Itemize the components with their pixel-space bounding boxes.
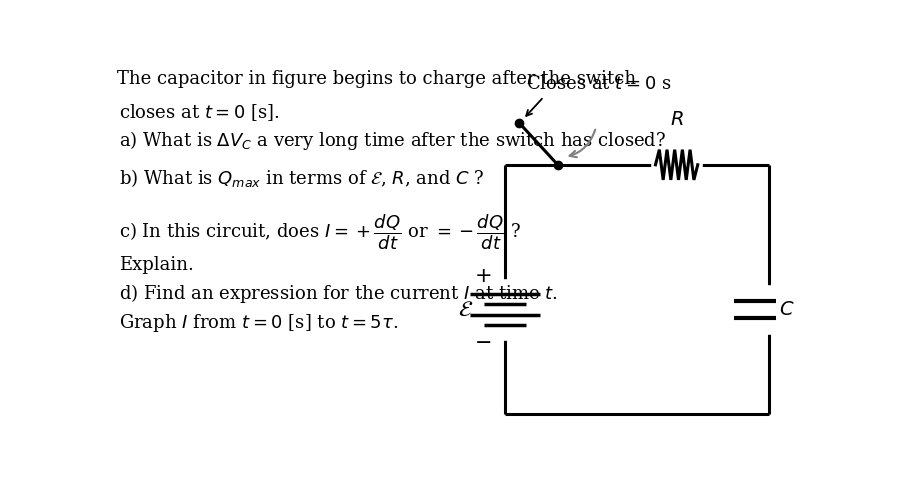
Text: closes at $t = 0$ [s].: closes at $t = 0$ [s]. bbox=[119, 103, 280, 123]
Text: b) What is $Q_{max}$ in terms of $\mathcal{E}$, $R$, and $C$ ?: b) What is $Q_{max}$ in terms of $\mathc… bbox=[119, 166, 484, 189]
Text: −: − bbox=[475, 333, 492, 354]
Text: d) Find an expression for the current $I$ at time $t$.: d) Find an expression for the current $I… bbox=[119, 282, 558, 305]
Text: a) What is $\Delta V_C$ a very long time after the switch has closed?: a) What is $\Delta V_C$ a very long time… bbox=[119, 129, 666, 152]
Text: $R$: $R$ bbox=[670, 110, 684, 129]
Text: $\mathcal{E}$: $\mathcal{E}$ bbox=[458, 300, 474, 320]
Text: Explain.: Explain. bbox=[119, 255, 194, 273]
Text: Graph $I$ from $t = 0$ [s] to $t = 5\tau$.: Graph $I$ from $t = 0$ [s] to $t = 5\tau… bbox=[119, 312, 398, 334]
Text: Closes at $t = 0$ s: Closes at $t = 0$ s bbox=[527, 75, 672, 93]
Text: +: + bbox=[475, 266, 492, 286]
Text: The capacitor in figure begins to charge after the switch: The capacitor in figure begins to charge… bbox=[117, 70, 636, 88]
Text: c) In this circuit, does $I = +\dfrac{dQ}{dt}$ or $= -\dfrac{dQ}{dt}$ ?: c) In this circuit, does $I = +\dfrac{dQ… bbox=[119, 212, 521, 252]
Text: $C$: $C$ bbox=[779, 300, 795, 319]
